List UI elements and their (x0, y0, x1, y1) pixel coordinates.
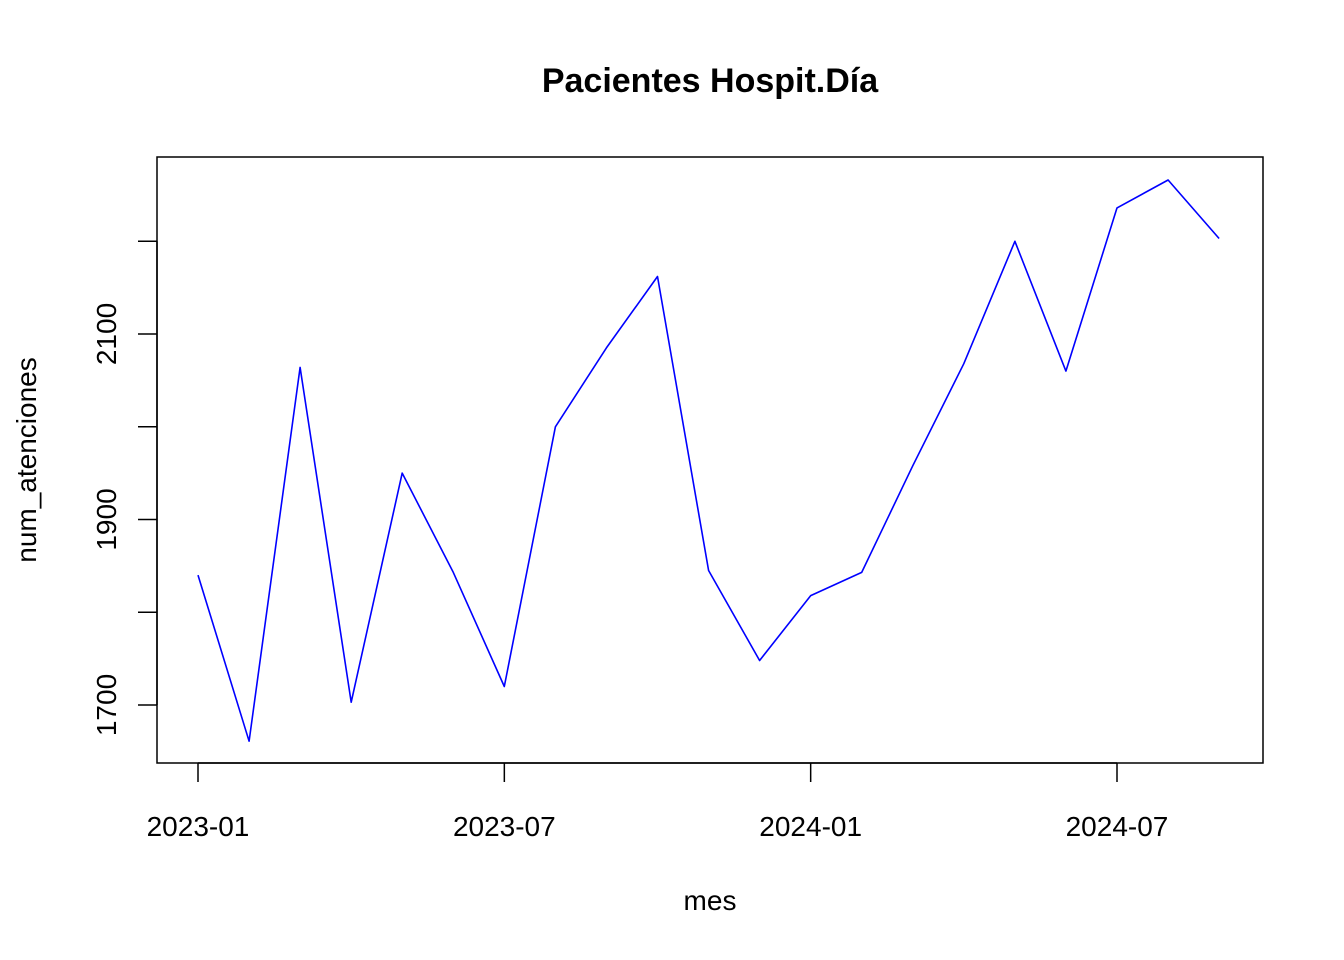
x-tick-label: 2023-01 (147, 811, 250, 842)
x-tick-label: 2024-01 (759, 811, 862, 842)
x-tick-label: 2024-07 (1066, 811, 1169, 842)
x-tick-label: 2023-07 (453, 811, 556, 842)
chart-title: Pacientes Hospit.Día (542, 62, 879, 100)
y-tick-label: 2100 (91, 303, 122, 365)
y-axis: 1700 1900 2100 (91, 240, 158, 736)
x-axis-label: mes (684, 885, 737, 916)
series-layer (197, 179, 1220, 743)
plot-frame (156, 156, 1264, 764)
y-axis-label: num_atenciones (11, 357, 42, 562)
series-line (197, 179, 1220, 743)
y-tick-label: 1700 (91, 674, 122, 736)
y-tick-label: 1900 (91, 488, 122, 550)
x-axis: 2023-01 2023-07 2024-01 2024-07 (147, 762, 1169, 842)
